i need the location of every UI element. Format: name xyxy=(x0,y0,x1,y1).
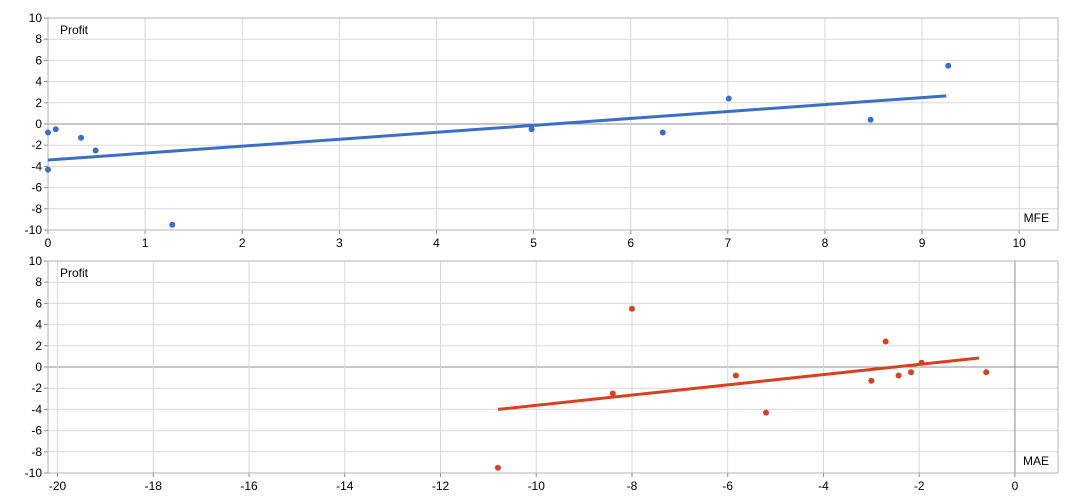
x-tick-label: -20 xyxy=(49,479,67,493)
x-tick-label: -16 xyxy=(240,479,258,493)
y-tick-label: -2 xyxy=(31,381,42,395)
x-tick-label: 1 xyxy=(142,236,149,250)
y-tick-label: 4 xyxy=(35,318,42,332)
data-point xyxy=(732,372,739,379)
y-tick-label: -2 xyxy=(31,138,42,152)
y-tick-label: 10 xyxy=(29,254,43,268)
x-tick-label: -10 xyxy=(528,479,546,493)
data-point xyxy=(868,377,875,384)
y-tick-label: -10 xyxy=(25,223,43,237)
data-point xyxy=(725,95,732,102)
x-tick-label: 7 xyxy=(724,236,731,250)
data-point xyxy=(945,62,952,69)
y-tick-label: 10 xyxy=(29,11,43,25)
x-tick-label: 2 xyxy=(239,236,246,250)
data-point xyxy=(52,126,59,133)
y-tick-label: -8 xyxy=(31,202,42,216)
data-point xyxy=(494,464,501,471)
y-tick-label: -4 xyxy=(31,159,42,173)
x-tick-label: 5 xyxy=(530,236,537,250)
x-tick-label: -12 xyxy=(432,479,450,493)
y-tick-label: 2 xyxy=(35,96,42,110)
data-point xyxy=(169,221,176,228)
y-tick-label: 6 xyxy=(35,296,42,310)
x-tick-label: -2 xyxy=(914,479,925,493)
data-point xyxy=(78,134,85,141)
data-point xyxy=(628,305,635,312)
y-tick-label: 6 xyxy=(35,53,42,67)
x-tick-label: 9 xyxy=(919,236,926,250)
x-axis-title: MFE xyxy=(1024,211,1049,225)
y-tick-label: 2 xyxy=(35,339,42,353)
x-tick-label: 6 xyxy=(627,236,634,250)
y-tick-label: -10 xyxy=(25,466,43,480)
x-axis-title: MAE xyxy=(1023,454,1049,468)
x-tick-label: 8 xyxy=(822,236,829,250)
y-tick-label: -4 xyxy=(31,402,42,416)
x-tick-label: 3 xyxy=(336,236,343,250)
data-point xyxy=(45,166,51,173)
y-tick-label: 8 xyxy=(35,275,42,289)
mfe-profit-chart: -10 -8 -6 -4 -2 0 2 4 6 8 10 0 1 2 3 4 5 6 7 8 9 10 Profit MFE xyxy=(25,11,1059,250)
y-axis-title: Profit xyxy=(60,23,89,37)
data-point xyxy=(45,129,51,136)
x-tick-label: -6 xyxy=(722,479,733,493)
y-tick-label: 4 xyxy=(35,75,42,89)
x-tick-label: 4 xyxy=(433,236,440,250)
data-point xyxy=(528,126,535,133)
plot-area xyxy=(47,17,1059,231)
data-point xyxy=(867,116,874,123)
x-tick-label: -18 xyxy=(145,479,163,493)
trendline xyxy=(47,94,947,162)
data-point xyxy=(659,129,666,136)
data-point xyxy=(609,390,616,397)
plot-area xyxy=(47,260,1059,474)
x-tick-label: 0 xyxy=(1012,479,1019,493)
y-tick-label: -8 xyxy=(31,445,42,459)
x-tick-label: -4 xyxy=(818,479,829,493)
data-point xyxy=(763,409,770,416)
data-point xyxy=(908,369,915,376)
x-tick-label: -14 xyxy=(336,479,354,493)
data-point xyxy=(983,369,990,376)
y-tick-label: 0 xyxy=(35,360,42,374)
y-tick-label: 0 xyxy=(35,117,42,131)
x-tick-label: 10 xyxy=(1012,236,1026,250)
y-axis-title: Profit xyxy=(60,266,89,280)
data-point xyxy=(918,359,925,366)
y-tick-label: 8 xyxy=(35,32,42,46)
x-tick-label: -8 xyxy=(627,479,638,493)
data-point xyxy=(895,372,902,379)
x-tick-label: 0 xyxy=(45,236,52,250)
data-point xyxy=(92,147,99,154)
data-point xyxy=(882,338,889,345)
y-tick-label: -6 xyxy=(31,424,42,438)
y-tick-label: -6 xyxy=(31,181,42,195)
trendline xyxy=(497,356,980,411)
